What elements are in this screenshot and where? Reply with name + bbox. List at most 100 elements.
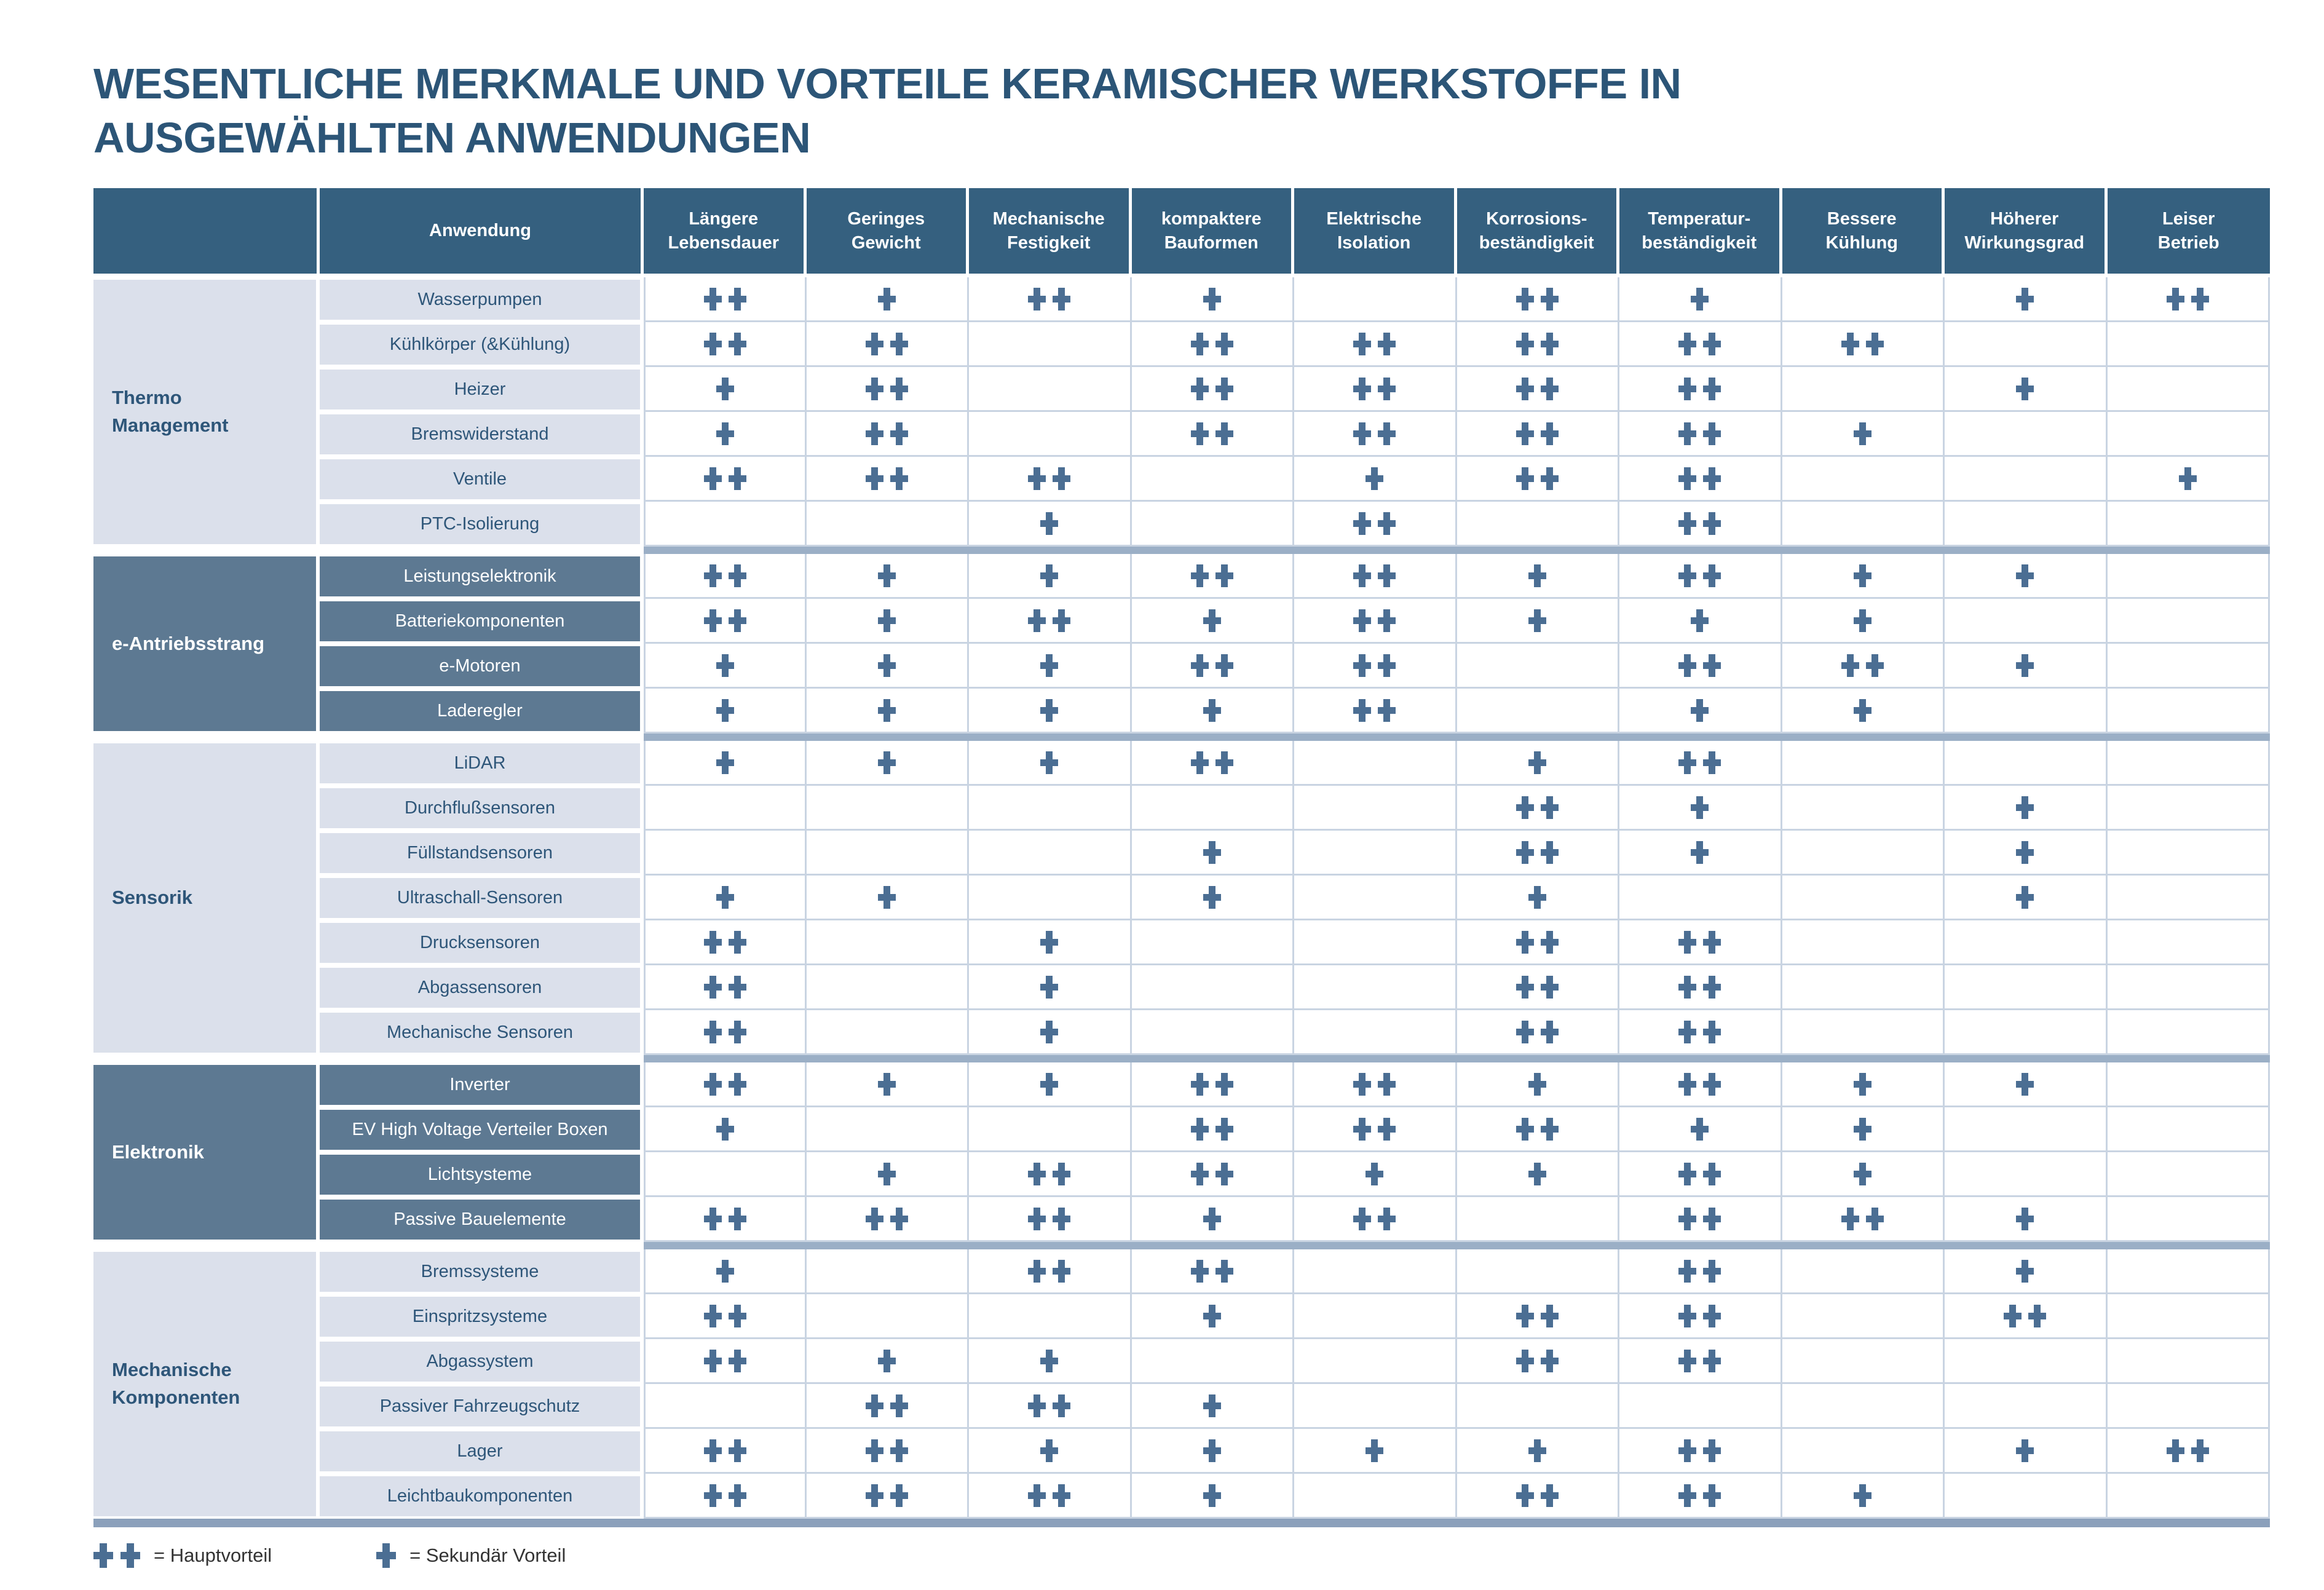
benefit-cell bbox=[1456, 1294, 1619, 1340]
plus-icon bbox=[1516, 840, 1534, 864]
plus-icon bbox=[1215, 422, 1233, 445]
application-label: Ultraschall-Sensoren bbox=[320, 878, 640, 919]
plus-icon bbox=[1516, 1484, 1534, 1507]
benefit-cell bbox=[2107, 367, 2270, 413]
benefit-cell bbox=[1945, 502, 2108, 547]
benefit-cell bbox=[1945, 1010, 2108, 1056]
plus-icon bbox=[728, 1020, 746, 1043]
plus-icon bbox=[728, 930, 746, 954]
plus-icon bbox=[1040, 1439, 1059, 1462]
plus-icon bbox=[1353, 698, 1372, 722]
plus-icon bbox=[1703, 1259, 1721, 1283]
plus-icon bbox=[1040, 1072, 1059, 1096]
plus-icon bbox=[1040, 975, 1059, 999]
benefit-cell bbox=[969, 599, 1132, 644]
benefit-cell bbox=[1131, 554, 1294, 599]
benefit-cell bbox=[1782, 1384, 1945, 1430]
benefit-cell bbox=[806, 1294, 969, 1340]
plus-icon bbox=[1028, 467, 1046, 490]
plus-icon bbox=[1353, 1072, 1372, 1096]
plus-icon bbox=[1516, 975, 1534, 999]
application-label: Wasserpumpen bbox=[320, 280, 640, 320]
plus-icon bbox=[716, 1259, 734, 1283]
legend-label: = Hauptvorteil bbox=[154, 1545, 272, 1567]
plus-icon bbox=[1215, 751, 1233, 774]
benefit-cell bbox=[1782, 1339, 1945, 1385]
plus-icon bbox=[1540, 1020, 1559, 1043]
plus-icon bbox=[1215, 654, 1233, 677]
benefit-cell bbox=[1294, 644, 1457, 689]
benefit-cell bbox=[2107, 644, 2270, 689]
benefit-cell bbox=[1782, 599, 1945, 644]
benefit-cell bbox=[806, 457, 969, 502]
benefit-cell bbox=[969, 457, 1132, 502]
benefit-cell bbox=[1456, 1010, 1619, 1056]
benefit-cell bbox=[1131, 786, 1294, 831]
plus-icon bbox=[93, 1543, 113, 1568]
benefit-cell bbox=[1131, 1197, 1294, 1243]
plus-icon bbox=[1353, 564, 1372, 587]
benefit-cell bbox=[969, 1384, 1132, 1430]
benefit-cell bbox=[1782, 1152, 1945, 1198]
plus-icon bbox=[2016, 1072, 2034, 1096]
plus-icon bbox=[703, 975, 722, 999]
plus-icon bbox=[1703, 1162, 1721, 1185]
benefit-cell bbox=[1456, 1107, 1619, 1153]
benefit-cell bbox=[1294, 1474, 1457, 1519]
group-label: Thermo Management bbox=[93, 280, 316, 545]
plus-icon bbox=[1203, 698, 1221, 722]
benefit-cell bbox=[1456, 457, 1619, 502]
plus-icon bbox=[1203, 840, 1221, 864]
benefit-cell bbox=[1131, 1062, 1294, 1108]
plus-icon bbox=[1540, 287, 1559, 310]
plus-icon bbox=[728, 1439, 746, 1462]
plus-icon bbox=[877, 609, 896, 632]
benefit-cell bbox=[1131, 1249, 1294, 1295]
benefit-cell bbox=[806, 367, 969, 413]
plus-icon bbox=[1703, 975, 1721, 999]
benefit-cell bbox=[806, 644, 969, 689]
benefit-cell bbox=[2107, 1339, 2270, 1385]
benefit-cell bbox=[1456, 1384, 1619, 1430]
plus-icon bbox=[1703, 1304, 1721, 1327]
group-separator bbox=[644, 1242, 2270, 1250]
plus-icon bbox=[1203, 885, 1221, 909]
benefit-cell bbox=[1456, 277, 1619, 323]
benefit-cell bbox=[1782, 367, 1945, 413]
benefit-cell bbox=[1456, 920, 1619, 966]
plus-icon bbox=[1678, 564, 1697, 587]
benefit-cell bbox=[1456, 322, 1619, 368]
plus-icon bbox=[1540, 930, 1559, 954]
plus-icon bbox=[1203, 1484, 1221, 1507]
plus-icon bbox=[703, 1349, 722, 1372]
plus-icon bbox=[728, 1484, 746, 1507]
benefit-cell bbox=[2107, 457, 2270, 502]
benefit-cell bbox=[1294, 1010, 1457, 1056]
plus-icon bbox=[1203, 609, 1221, 632]
column-header: Geringes Gewicht bbox=[806, 188, 966, 274]
plus-icon bbox=[890, 332, 908, 355]
benefit-cell bbox=[806, 1384, 969, 1430]
plus-icon bbox=[1678, 1072, 1697, 1096]
plus-icon bbox=[1366, 1162, 1384, 1185]
benefit-cell bbox=[1619, 1429, 1782, 1474]
plus-icon bbox=[1678, 1439, 1697, 1462]
plus-icon bbox=[1703, 1020, 1721, 1043]
benefit-cell bbox=[1456, 1249, 1619, 1295]
benefit-cell bbox=[1782, 786, 1945, 831]
benefit-cell bbox=[806, 876, 969, 921]
plus-icon bbox=[1865, 654, 1884, 677]
benefit-cell bbox=[806, 502, 969, 547]
benefit-cell bbox=[644, 741, 807, 786]
plus-icon bbox=[1040, 698, 1059, 722]
plus-icon bbox=[1516, 377, 1534, 400]
plus-icon bbox=[716, 885, 734, 909]
benefit-cell bbox=[644, 1010, 807, 1056]
plus-icon bbox=[2016, 1259, 2034, 1283]
benefit-cell bbox=[969, 1107, 1132, 1153]
plus-icon bbox=[1853, 1072, 1871, 1096]
benefit-cell bbox=[1782, 1429, 1945, 1474]
plus-icon bbox=[1053, 467, 1071, 490]
benefit-cell bbox=[1945, 786, 2108, 831]
benefit-cell bbox=[1294, 1107, 1457, 1153]
